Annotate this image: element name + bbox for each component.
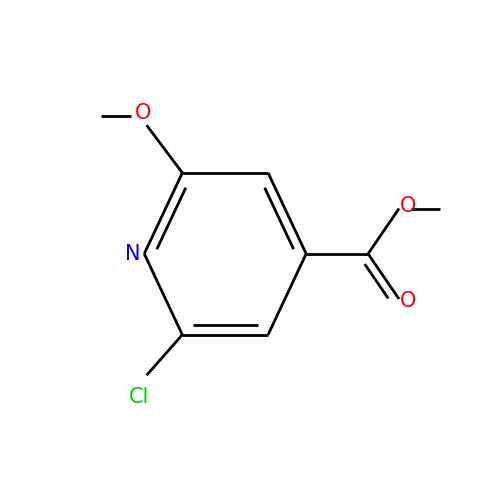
- Text: Cl: Cl: [129, 387, 149, 407]
- Text: N: N: [125, 244, 140, 264]
- Text: O: O: [135, 103, 151, 123]
- Text: O: O: [400, 291, 417, 311]
- Text: O: O: [399, 196, 416, 216]
